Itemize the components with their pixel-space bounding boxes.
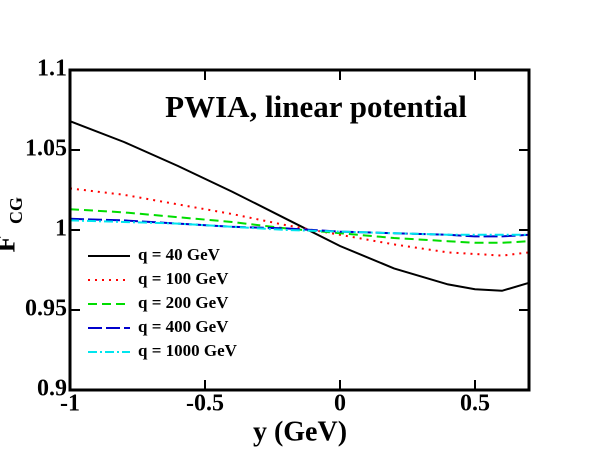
y-tick-label: 0.95 <box>25 296 67 322</box>
legend-label: q = 400 GeV <box>138 317 229 336</box>
chart-title: PWIA, linear potential <box>165 89 467 124</box>
plot-frame <box>68 68 531 392</box>
legend-label: q = 1000 GeV <box>138 341 238 360</box>
y-tick-label: 1.1 <box>37 56 67 82</box>
y-axis-label-group: F CG <box>0 197 26 253</box>
x-tick-label: -0.5 <box>186 391 224 417</box>
legend-label: q = 100 GeV <box>138 269 229 288</box>
x-tick-label: 0.5 <box>460 391 490 417</box>
y-tick-label: 1.05 <box>25 136 67 162</box>
series-line <box>69 208 530 244</box>
legend-label: q = 40 GeV <box>138 245 221 264</box>
series-line <box>69 219 529 236</box>
x-tick-label: -1 <box>60 391 80 417</box>
legend-label: q = 200 GeV <box>138 293 229 312</box>
x-tick-label: 0 <box>334 391 346 417</box>
y-axis-label-sub: CG <box>6 197 26 224</box>
y-tick-label: 1 <box>55 216 67 242</box>
series-line <box>69 120 530 292</box>
series-line <box>69 187 530 257</box>
y-axis-label: F <box>0 235 21 252</box>
y-tick-label: 0.9 <box>37 376 67 402</box>
x-axis-label: y (GeV) <box>253 416 347 447</box>
